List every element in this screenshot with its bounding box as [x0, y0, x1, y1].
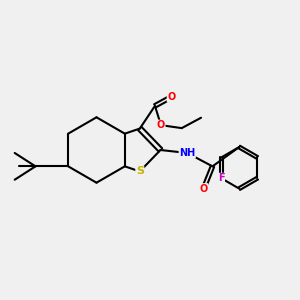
Text: S: S — [136, 167, 144, 176]
Text: O: O — [157, 120, 165, 130]
Text: F: F — [218, 173, 224, 183]
Text: O: O — [200, 184, 208, 194]
Text: NH: NH — [179, 148, 195, 158]
Text: O: O — [167, 92, 176, 102]
